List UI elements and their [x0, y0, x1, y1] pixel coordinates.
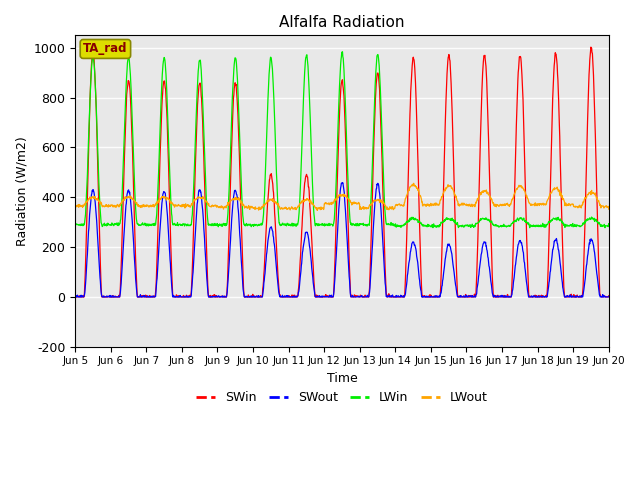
SWin — [542, 293, 550, 299]
LWin — [605, 221, 612, 227]
Y-axis label: Radiation (W/m2): Radiation (W/m2) — [15, 136, 28, 246]
LWout — [177, 203, 185, 209]
LWin — [250, 224, 257, 229]
SWout — [190, 257, 198, 263]
SWout — [495, 294, 502, 300]
LWin — [190, 181, 198, 187]
Title: Alfalfa Radiation: Alfalfa Radiation — [279, 15, 404, 30]
LWout — [250, 205, 257, 211]
LWout — [314, 207, 321, 213]
SWin — [425, 294, 433, 300]
SWout — [425, 294, 433, 300]
LWin — [542, 223, 550, 229]
SWin — [72, 294, 79, 300]
LWin — [425, 222, 433, 228]
LWout — [542, 202, 550, 207]
SWin — [250, 294, 258, 300]
X-axis label: Time: Time — [326, 372, 357, 385]
LWin — [339, 49, 346, 55]
Line: SWout: SWout — [75, 183, 609, 297]
Legend: SWin, SWout, LWin, LWout: SWin, SWout, LWin, LWout — [191, 386, 493, 409]
SWin — [587, 44, 595, 50]
LWin — [526, 225, 534, 230]
SWout — [177, 294, 185, 300]
SWout — [339, 180, 346, 186]
Text: TA_rad: TA_rad — [83, 42, 127, 56]
Line: LWin: LWin — [75, 52, 609, 228]
SWin — [177, 294, 185, 300]
LWout — [71, 204, 79, 209]
SWin — [605, 293, 612, 299]
SWout — [71, 294, 79, 300]
SWin — [71, 294, 79, 300]
Line: SWin: SWin — [75, 47, 609, 297]
LWout — [495, 203, 503, 208]
LWout — [190, 197, 198, 203]
LWin — [71, 222, 79, 228]
Line: LWout: LWout — [75, 183, 609, 210]
SWin — [495, 294, 502, 300]
SWout — [605, 294, 612, 300]
LWout — [410, 180, 417, 186]
SWin — [190, 205, 198, 211]
LWout — [426, 204, 433, 209]
LWin — [495, 224, 502, 230]
SWout — [250, 293, 257, 299]
SWout — [542, 294, 550, 300]
LWin — [177, 222, 185, 228]
LWout — [605, 206, 612, 212]
